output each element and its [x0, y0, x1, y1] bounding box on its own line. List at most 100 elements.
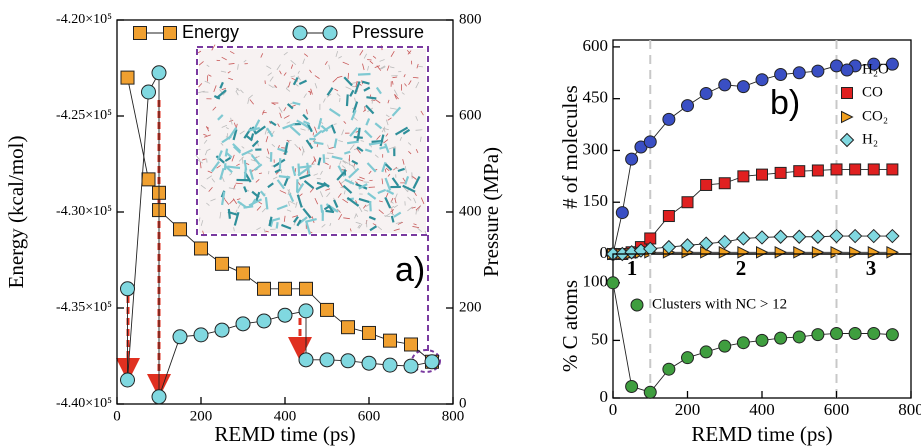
inset-stroke [241, 146, 245, 149]
inset-stroke [241, 148, 254, 156]
inset-stroke [283, 107, 287, 112]
inset-stroke [211, 178, 216, 183]
marker-triangle [886, 245, 899, 259]
y-axis-title: % C atoms [558, 280, 582, 372]
annotation: 2 [736, 256, 747, 280]
inset-stroke [286, 85, 289, 89]
inset-stroke [247, 99, 250, 104]
inset-stroke [298, 193, 303, 197]
inset-stroke [208, 186, 213, 192]
inset-stroke [299, 173, 311, 180]
marker-triangle [756, 245, 769, 259]
inset-stroke [381, 126, 386, 133]
inset-stroke [415, 205, 421, 211]
inset-stroke [324, 61, 328, 66]
inset-stroke [306, 109, 308, 115]
inset-stroke [331, 155, 343, 161]
inset-stroke [206, 175, 213, 180]
inset-stroke [219, 167, 225, 180]
marker-circle [151, 389, 167, 405]
inset-stroke [359, 176, 365, 180]
marker-circle [214, 322, 230, 338]
inset-stroke [415, 81, 420, 89]
inset-stroke [415, 116, 419, 121]
inset-stroke [285, 88, 291, 92]
marker-circle [885, 328, 899, 342]
inset-stroke [266, 65, 272, 70]
inset-stroke [278, 106, 283, 113]
inset-stroke [221, 124, 228, 128]
inset-stroke [217, 114, 224, 121]
inset-stroke [368, 201, 372, 212]
x-axis-title: REMD time (ps) [691, 422, 832, 446]
inset-stroke [265, 230, 269, 233]
inset-stroke [366, 162, 377, 173]
inset-stroke [283, 115, 290, 119]
annotation: 3 [866, 256, 877, 280]
inset-stroke [393, 211, 402, 218]
inset-stroke [365, 104, 375, 115]
marker-diamond [773, 229, 788, 244]
inset-stroke [358, 223, 363, 229]
inset-stroke [207, 170, 213, 174]
inset-stroke [212, 106, 217, 111]
inset-stroke [287, 189, 290, 195]
inset-stroke [393, 228, 400, 232]
inset-stroke [311, 158, 317, 165]
inset-stroke [384, 196, 392, 209]
inset-stroke [390, 200, 394, 204]
inset-stroke [385, 133, 389, 137]
inset-stroke [387, 99, 390, 104]
inset-stroke [419, 136, 422, 142]
marker-circle [625, 379, 639, 393]
inset-stroke [340, 180, 345, 185]
inset-stroke [232, 143, 242, 153]
inset-stroke [325, 188, 331, 191]
inset-stroke [391, 177, 400, 187]
inset-stroke [378, 209, 384, 215]
x-tick-label: 800 [442, 408, 465, 424]
marker-diamond [717, 234, 732, 250]
inset-stroke [343, 76, 353, 87]
y-axis-title: Energy (kcal/mol) [4, 136, 28, 289]
inset-stroke [394, 93, 399, 100]
inset-stroke [341, 165, 346, 169]
inset-stroke [416, 63, 419, 69]
x-tick-label: 600 [358, 408, 381, 424]
legend-label: Pressure [352, 22, 424, 42]
inset-stroke [328, 64, 331, 70]
legend-label: H₂O [862, 61, 889, 77]
inset-stroke [379, 134, 385, 147]
inset-stroke [216, 165, 221, 169]
inset-stroke [393, 89, 398, 96]
inset-stroke [383, 139, 389, 144]
inset-stroke [282, 122, 296, 130]
inset-stroke [392, 80, 394, 85]
inset-stroke [356, 146, 364, 153]
marker-square [341, 320, 355, 335]
inset-stroke [290, 64, 294, 69]
inset-stroke [224, 148, 229, 157]
y-tick-label: 0 [600, 243, 609, 262]
marker-circle [340, 353, 356, 369]
inset-stroke [277, 123, 280, 128]
inset-stroke [356, 127, 361, 142]
inset-stroke [233, 122, 236, 127]
inset-stroke [279, 190, 287, 194]
inset-stroke [297, 70, 300, 74]
inset-stroke [394, 94, 397, 100]
inset-stroke [380, 66, 386, 70]
marker-circle [382, 357, 398, 373]
marker-circle [606, 276, 620, 290]
y-tick-label: -4.40×10⁵ [56, 396, 112, 411]
inset-stroke [232, 145, 242, 154]
inset-stroke [222, 91, 227, 96]
marker-circle [120, 281, 135, 297]
inset-stroke [311, 163, 315, 166]
marker-square [700, 178, 713, 191]
inset-stroke [206, 202, 210, 206]
inset-stroke [381, 178, 384, 185]
inset-stroke [197, 90, 205, 94]
inset-stroke [237, 64, 239, 70]
